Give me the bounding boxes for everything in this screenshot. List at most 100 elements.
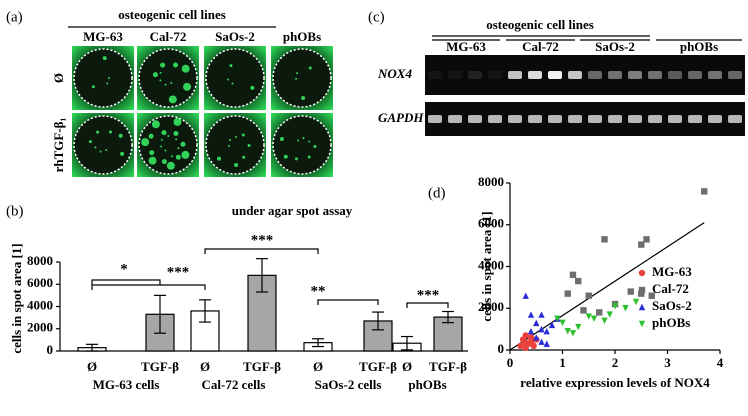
point xyxy=(701,188,708,195)
cell-colony xyxy=(250,85,255,90)
gel-band xyxy=(448,71,462,79)
y-tick-label: 4000 xyxy=(478,257,504,272)
point xyxy=(575,323,582,331)
point xyxy=(538,325,545,333)
y-tick-label: 6000 xyxy=(27,275,53,290)
point xyxy=(533,319,540,327)
column-label: SaOs-2 xyxy=(215,29,255,44)
gel-band xyxy=(448,115,462,123)
point xyxy=(548,321,556,329)
cell-colony xyxy=(283,154,288,159)
gel-band xyxy=(568,115,582,123)
cell-colony xyxy=(229,64,233,68)
gel-band xyxy=(428,71,442,79)
point xyxy=(585,292,592,299)
x-tick-label: Ø xyxy=(87,359,97,374)
panel-label: (d) xyxy=(428,185,446,201)
cell-colony xyxy=(102,56,107,61)
gel-band xyxy=(608,115,622,123)
cell-colony xyxy=(159,79,162,82)
point xyxy=(638,290,645,297)
point xyxy=(559,319,566,327)
legend-label: SaOs-2 xyxy=(652,298,692,313)
significance-label: ** xyxy=(311,283,326,299)
x-tick-label: 1 xyxy=(559,355,566,370)
gel-band xyxy=(508,71,522,79)
cell-colony xyxy=(148,156,157,165)
group-label: phOBs xyxy=(680,39,718,54)
point xyxy=(590,315,598,322)
point xyxy=(533,334,540,341)
panel-label: (a) xyxy=(6,9,23,25)
cell-colony xyxy=(167,135,170,138)
cell-colony xyxy=(295,77,298,80)
cell-colony xyxy=(118,133,123,138)
y-tick-label: 0 xyxy=(47,342,54,357)
group-label: SaOs-2 cells xyxy=(315,377,382,392)
group-label: MG-63 cells xyxy=(93,377,160,392)
gel-row-label: NOX4 xyxy=(377,66,412,81)
gel-band xyxy=(468,71,482,79)
cell-colony xyxy=(308,140,311,143)
cell-colony xyxy=(173,130,179,136)
cell-colony xyxy=(94,146,97,149)
cell-colony xyxy=(160,138,163,141)
cell-colony xyxy=(217,156,222,161)
y-tick-label: 4000 xyxy=(27,297,53,312)
x-tick-label: TGF-β xyxy=(243,359,281,374)
gel-band xyxy=(668,71,682,79)
well-dish xyxy=(73,115,133,175)
legend-label: MG-63 xyxy=(652,264,692,279)
point xyxy=(648,292,655,299)
point xyxy=(543,328,550,335)
well-dish xyxy=(272,48,332,108)
gel-band xyxy=(648,115,662,123)
point xyxy=(564,290,571,297)
cell-colony xyxy=(152,72,158,78)
x-axis-label: relative expression levels of NOX4 xyxy=(520,375,710,390)
significance-bracket xyxy=(91,284,206,290)
cell-colony xyxy=(161,159,167,165)
panel-title: osteogenic cell lines xyxy=(486,17,594,32)
gel-band xyxy=(688,115,702,123)
y-tick-label: 2000 xyxy=(478,299,504,314)
well-dish xyxy=(205,48,265,108)
cell-colony xyxy=(172,62,178,68)
cell-colony xyxy=(181,64,190,73)
gel-band xyxy=(728,115,742,123)
point xyxy=(522,292,529,299)
cell-colony xyxy=(234,162,239,167)
point xyxy=(543,340,550,347)
row-label: rhTGF-β₁ xyxy=(51,118,66,173)
point xyxy=(601,317,608,324)
panel-label: (c) xyxy=(368,9,385,25)
point xyxy=(527,334,535,341)
legend-marker xyxy=(638,303,646,311)
gel-band xyxy=(548,115,562,123)
cell-colony xyxy=(160,62,166,68)
legend-marker xyxy=(638,286,646,294)
gel-band xyxy=(488,71,502,79)
cell-colony xyxy=(301,95,306,100)
cell-colony xyxy=(181,150,190,159)
cell-colony xyxy=(159,71,162,74)
cell-colony xyxy=(228,144,231,147)
gel-band xyxy=(508,115,522,123)
gel-band xyxy=(568,71,582,79)
cell-colony xyxy=(308,66,312,70)
y-axis-label: cells in spot area [1] xyxy=(479,211,494,321)
legend-label: Cal-72 xyxy=(652,281,689,296)
point xyxy=(632,298,640,306)
gel-band xyxy=(728,71,742,79)
point xyxy=(517,342,524,350)
point xyxy=(643,236,650,243)
cell-colony xyxy=(164,149,167,152)
panel-title: osteogenic cell lines xyxy=(118,7,226,22)
point xyxy=(627,288,634,295)
point xyxy=(530,342,537,350)
cell-colony xyxy=(294,157,298,161)
gel-band xyxy=(588,115,602,123)
cell-colony xyxy=(151,120,160,129)
gel-band xyxy=(488,115,502,123)
legend-label: phOBs xyxy=(652,315,690,330)
